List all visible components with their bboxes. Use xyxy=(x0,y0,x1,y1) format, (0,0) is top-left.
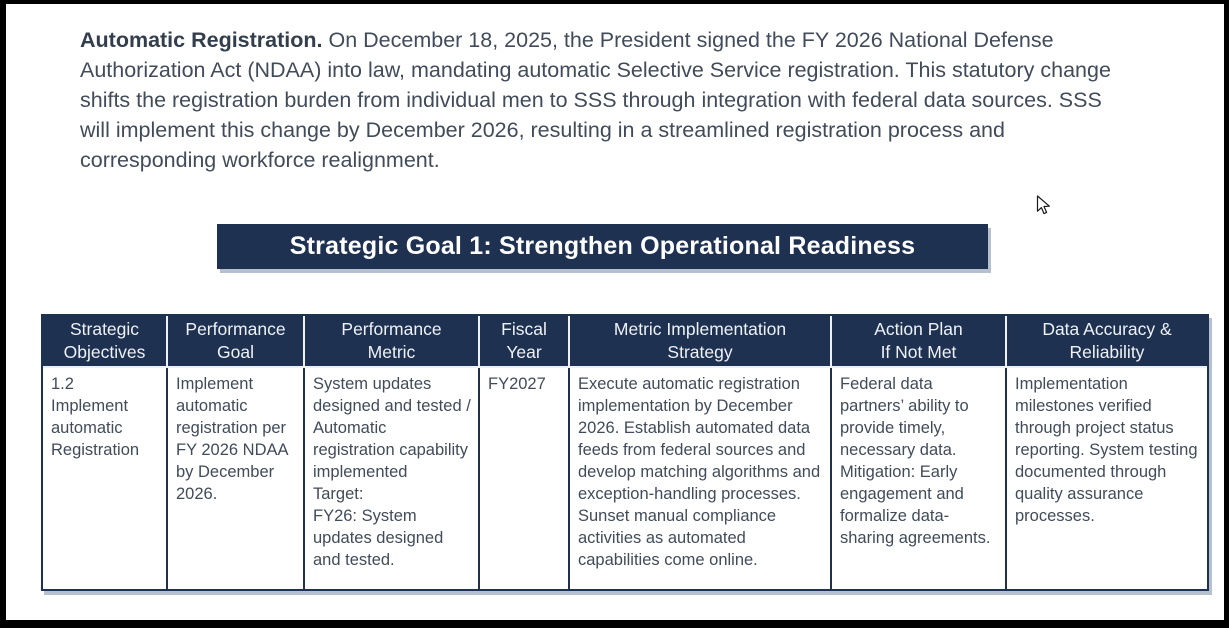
intro-lead: Automatic Registration. xyxy=(80,28,323,52)
strategic-goal-title: Strategic Goal 1: Strengthen Operational… xyxy=(289,232,916,260)
cell-performance-goal: Implement automatic registration per FY … xyxy=(166,368,303,589)
cell-metric-implementation-strategy: Execute automatic registration implement… xyxy=(568,368,830,589)
strategic-goal-table: Strategic Objectives Performance Goal Pe… xyxy=(41,314,1209,591)
goal-table-container: Strategic Objectives Performance Goal Pe… xyxy=(41,314,1209,591)
cell-performance-metric: System updates designed and tested / Aut… xyxy=(303,368,478,589)
strategic-goal-banner: Strategic Goal 1: Strengthen Operational… xyxy=(217,224,988,269)
header-performance-metric: Performance Metric xyxy=(303,316,478,368)
mouse-cursor-icon xyxy=(1036,195,1050,215)
header-performance-goal: Performance Goal xyxy=(166,316,303,368)
cell-data-accuracy-reliability: Implementation milestones verified throu… xyxy=(1005,368,1207,589)
header-data-accuracy-reliability: Data Accuracy & Reliability xyxy=(1005,316,1207,368)
cell-fiscal-year: FY2027 xyxy=(478,368,568,589)
header-fiscal-year: Fiscal Year xyxy=(478,316,568,368)
cell-action-plan-if-not-met: Federal data partners’ ability to provid… xyxy=(830,368,1005,589)
table-row: 1.2 Implement automatic Registration Imp… xyxy=(43,368,1207,589)
intro-body: On December 18, 2025, the President sign… xyxy=(80,28,1111,172)
header-action-plan-if-not-met: Action Plan If Not Met xyxy=(830,316,1005,368)
table-header-row: Strategic Objectives Performance Goal Pe… xyxy=(43,316,1207,368)
header-metric-implementation-strategy: Metric Implementation Strategy xyxy=(568,316,830,368)
cell-strategic-objectives: 1.2 Implement automatic Registration xyxy=(43,368,166,589)
header-strategic-objectives: Strategic Objectives xyxy=(43,316,166,368)
intro-paragraph: Automatic Registration. On December 18, … xyxy=(80,25,1128,175)
